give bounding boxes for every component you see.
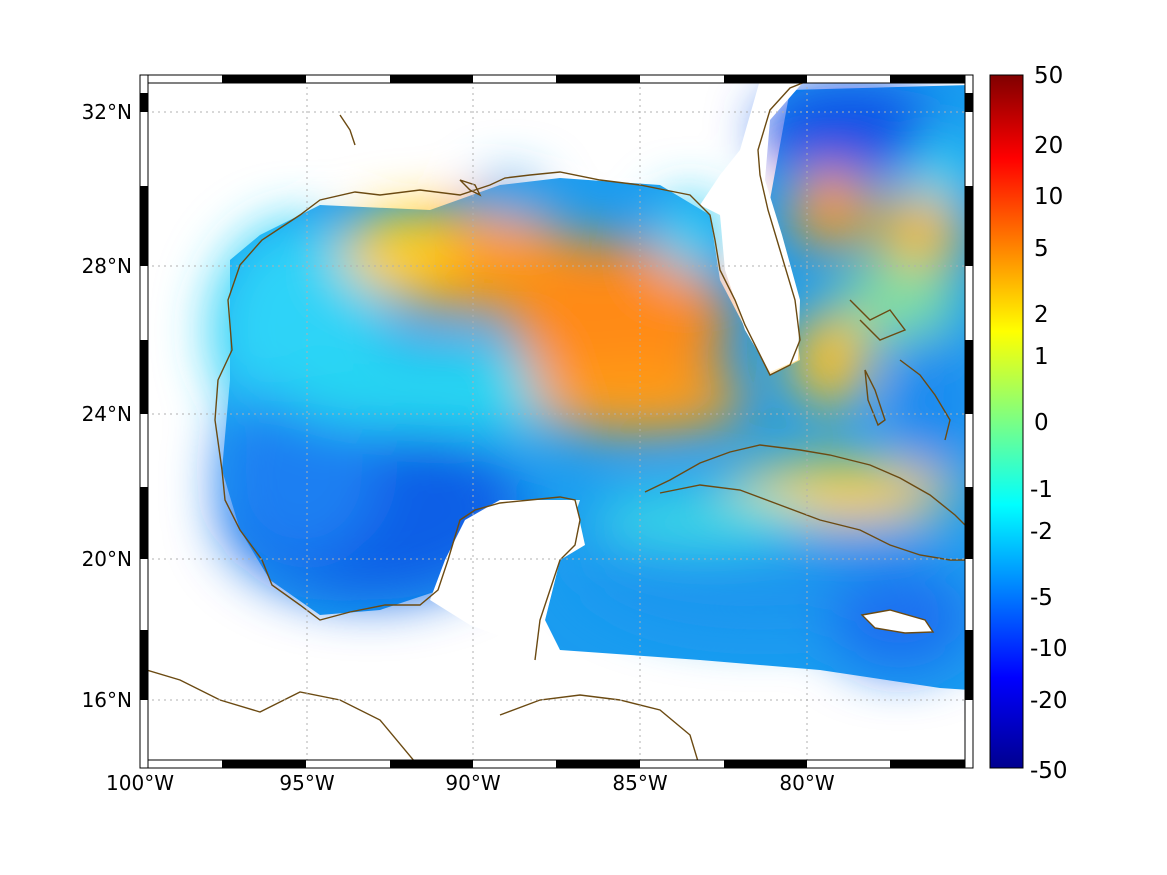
colorbar-label: -20	[1030, 688, 1068, 714]
colorbar-label: -1	[1030, 477, 1053, 503]
colorbar-label: 2	[1034, 302, 1049, 328]
colorbar-label: 10	[1034, 184, 1063, 210]
y-tick-label: 20°N	[82, 547, 132, 571]
gridlines	[140, 75, 973, 768]
colorbar-label: -5	[1030, 585, 1053, 611]
colorbar-gradient	[989, 74, 1024, 769]
colorbar-label: -2	[1030, 519, 1053, 545]
coastlines	[140, 77, 971, 768]
colorbar-label: -50	[1030, 758, 1068, 784]
x-tick-label: 80°W	[779, 771, 834, 795]
colorbar-label: -10	[1030, 636, 1068, 662]
colorbar-label: 5	[1034, 236, 1049, 262]
map-frame	[139, 74, 974, 769]
y-tick-label: 28°N	[82, 254, 132, 278]
y-tick-label: 16°N	[82, 688, 132, 712]
land	[430, 80, 805, 660]
y-axis-labels: 32°N 28°N 24°N 20°N 16°N	[82, 100, 132, 712]
y-tick-label: 24°N	[82, 402, 132, 426]
x-tick-label: 100°W	[106, 771, 174, 795]
x-tick-label: 90°W	[445, 771, 500, 795]
x-tick-label: 85°W	[612, 771, 667, 795]
colorbar-label: 1	[1034, 344, 1049, 370]
y-tick-label: 32°N	[82, 100, 132, 124]
colorbar-label: 20	[1034, 133, 1063, 159]
colorbar-label: 0	[1034, 410, 1049, 436]
x-tick-label: 95°W	[279, 771, 334, 795]
data-field	[140, 75, 973, 768]
colorbar-label: 50	[1034, 63, 1063, 89]
x-axis-labels: 100°W 95°W 90°W 85°W 80°W	[106, 771, 835, 795]
colorbar: 50 20 10 5 2 1 0 -1 -2 -5 -10 -20 -50	[989, 63, 1068, 784]
